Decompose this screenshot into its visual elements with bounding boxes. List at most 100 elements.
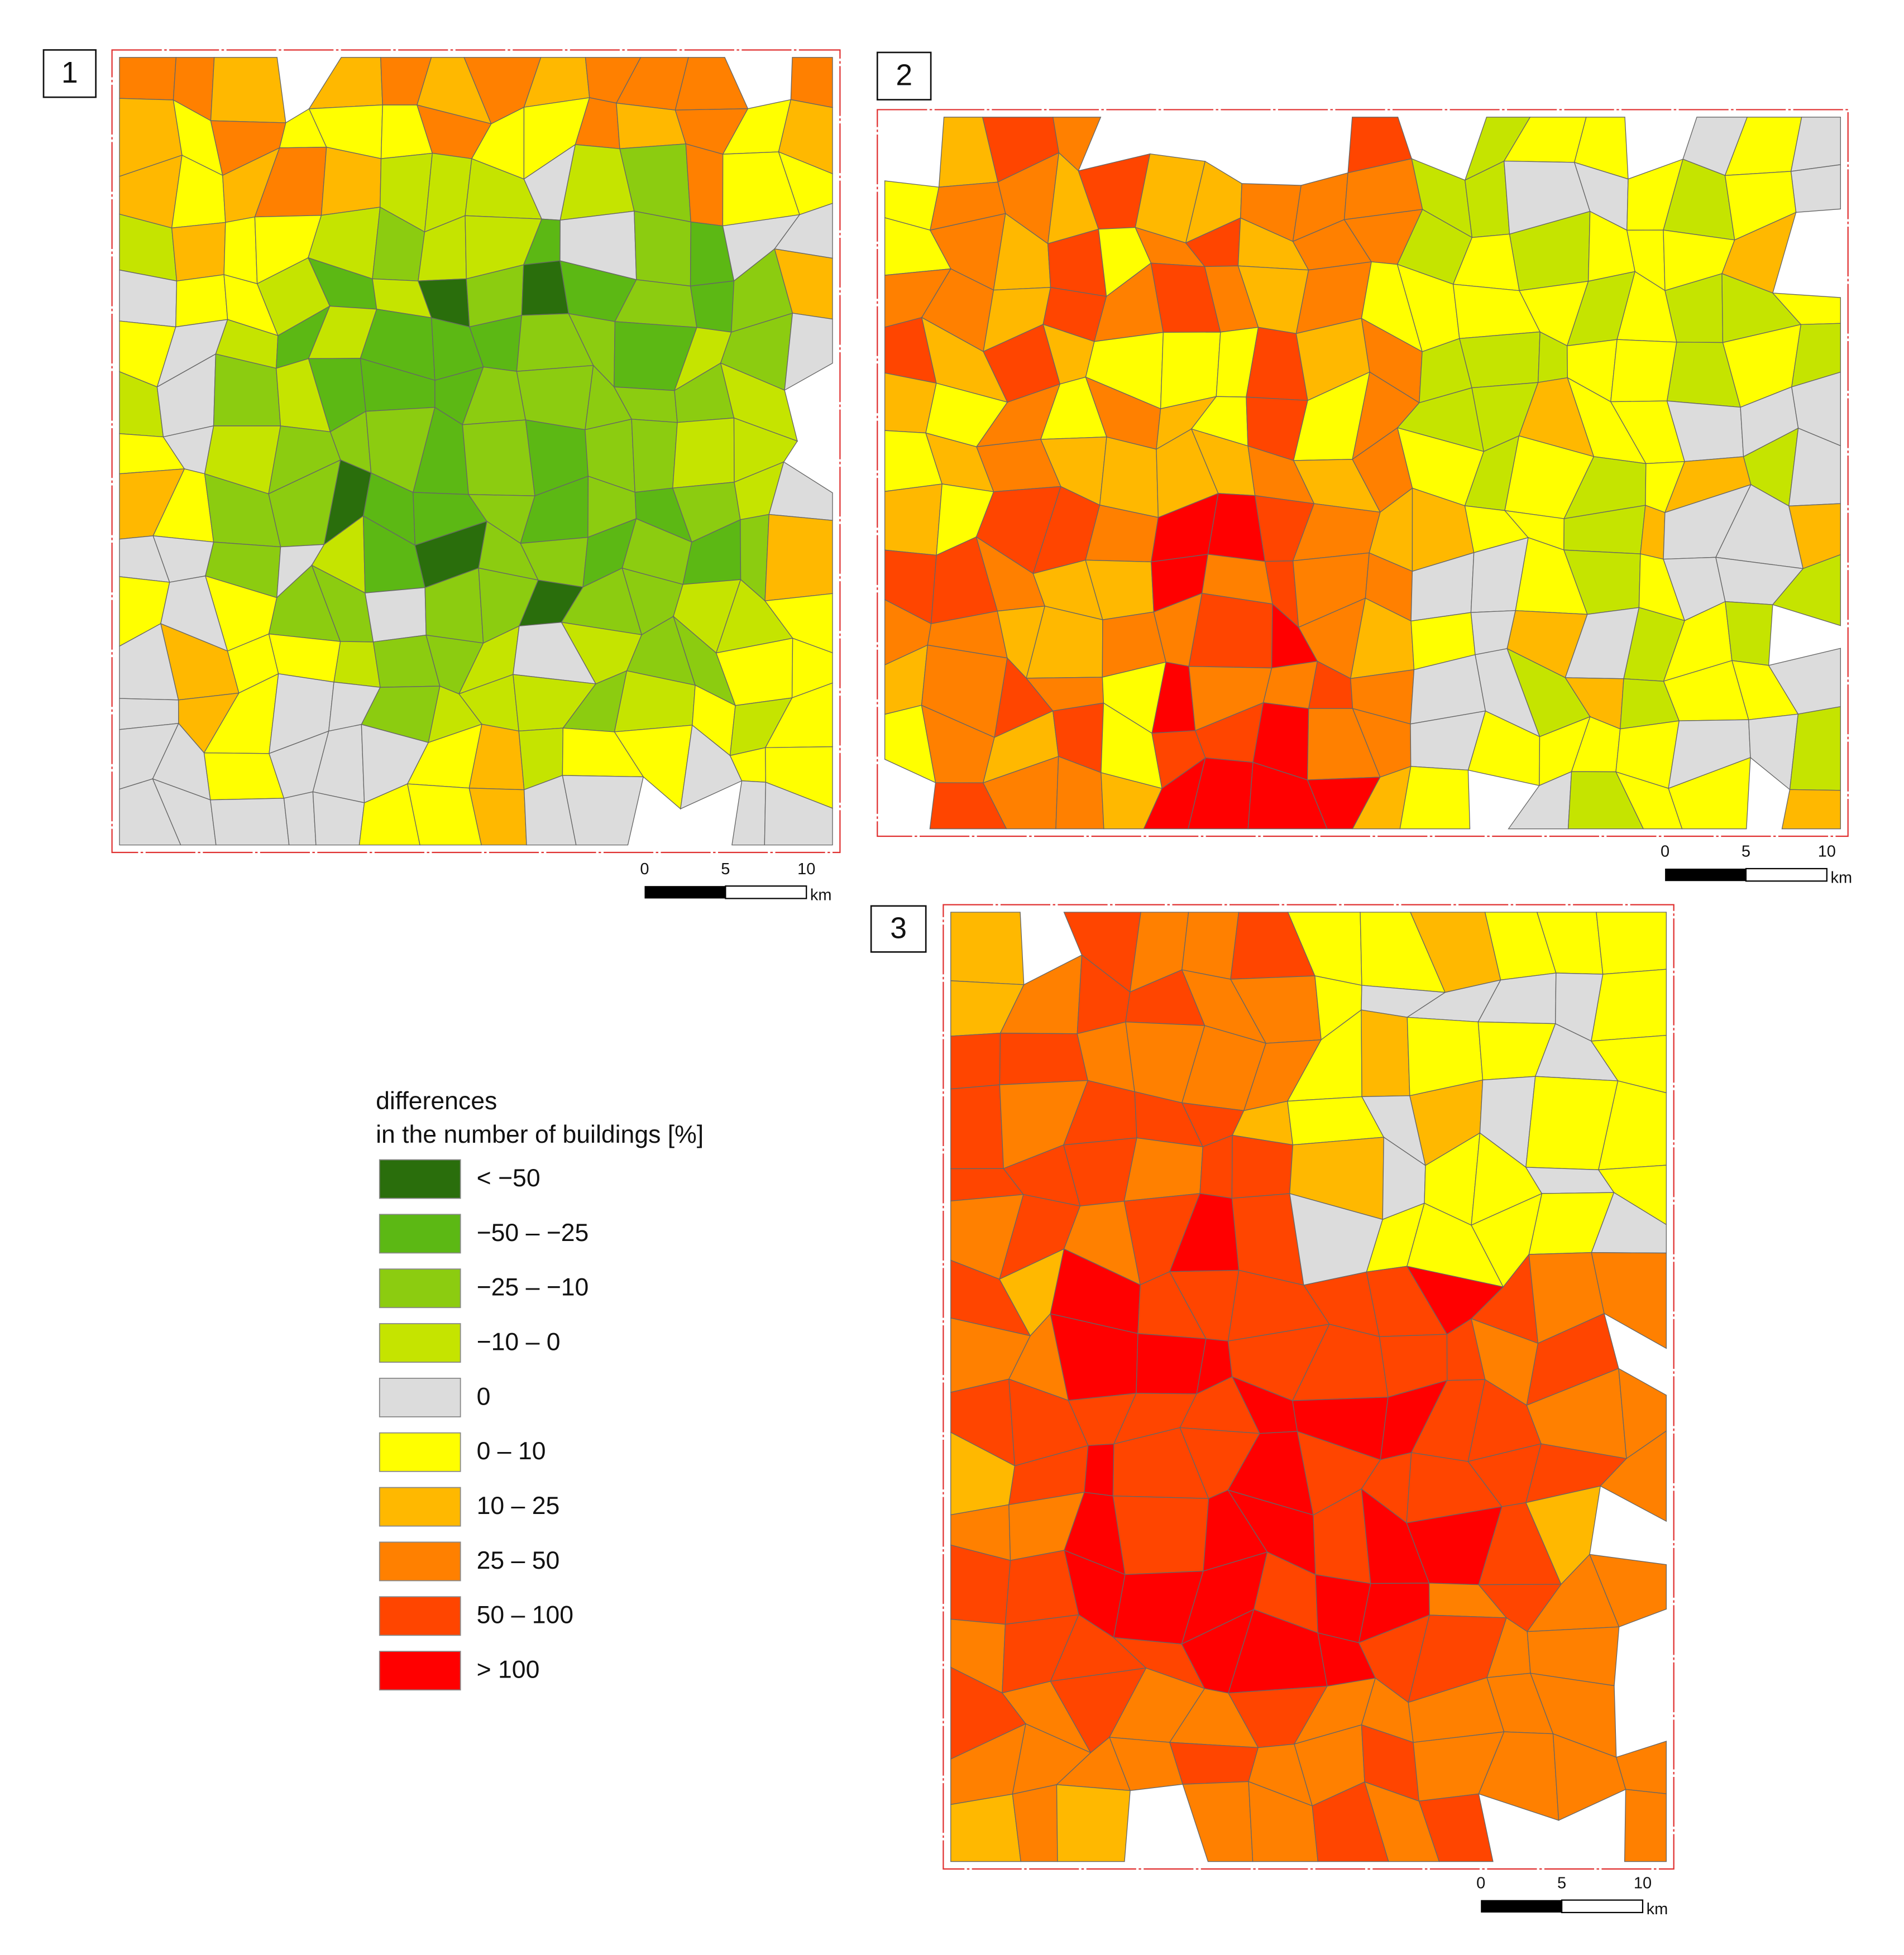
scale-tick-label: 0 bbox=[1661, 843, 1669, 861]
region bbox=[283, 791, 317, 846]
region bbox=[1596, 912, 1667, 975]
region bbox=[685, 143, 724, 227]
region bbox=[790, 57, 833, 108]
legend-swatch bbox=[379, 1596, 461, 1636]
region bbox=[320, 146, 382, 216]
region bbox=[308, 57, 383, 109]
legend-label: 25 – 50 bbox=[477, 1547, 560, 1574]
region bbox=[1418, 1793, 1494, 1862]
legend-swatch bbox=[379, 1487, 461, 1527]
region bbox=[631, 419, 678, 493]
legend-label: 0 bbox=[477, 1383, 491, 1410]
region bbox=[1668, 757, 1751, 830]
scale-bar-white bbox=[1745, 868, 1828, 882]
region bbox=[1725, 601, 1773, 666]
region bbox=[950, 1084, 1004, 1170]
panel-label-box bbox=[870, 905, 927, 953]
region bbox=[1182, 1781, 1254, 1862]
legend-label: 0 – 10 bbox=[477, 1438, 546, 1465]
map-panel: 2 0 5 10 km bbox=[876, 51, 1853, 887]
region bbox=[1231, 1134, 1294, 1199]
legend-swatch bbox=[379, 1159, 461, 1199]
legend-swatch bbox=[379, 1323, 461, 1363]
legend-swatch bbox=[379, 1541, 461, 1582]
scale-tick-label: 10 bbox=[797, 860, 815, 878]
scale-unit: km bbox=[1831, 869, 1853, 887]
region bbox=[210, 57, 286, 123]
region bbox=[1789, 706, 1841, 791]
region bbox=[562, 775, 644, 846]
region bbox=[171, 222, 226, 282]
region bbox=[210, 798, 290, 846]
region bbox=[1399, 766, 1471, 830]
map-panel: 3 0 5 10 km bbox=[870, 904, 1675, 1918]
region bbox=[764, 514, 833, 602]
region bbox=[1600, 1430, 1667, 1522]
region bbox=[1790, 164, 1841, 213]
region bbox=[223, 216, 258, 285]
region bbox=[1012, 1784, 1058, 1862]
region bbox=[1589, 1554, 1667, 1628]
region bbox=[1123, 1137, 1203, 1202]
legend-swatch bbox=[379, 1214, 461, 1254]
scale-tick-label: 0 bbox=[1476, 1874, 1485, 1892]
region bbox=[1459, 331, 1541, 389]
region bbox=[1781, 789, 1841, 830]
region bbox=[1591, 969, 1667, 1042]
region bbox=[119, 57, 177, 100]
legend-label: 10 – 25 bbox=[477, 1492, 560, 1520]
scale-bar-white bbox=[725, 885, 807, 899]
region bbox=[1112, 1495, 1209, 1575]
panel-label-box bbox=[876, 51, 932, 100]
scale-tick-label: 5 bbox=[1742, 843, 1750, 861]
legend-label: 50 – 100 bbox=[477, 1602, 573, 1629]
region bbox=[365, 587, 427, 643]
legend-title: in the number of buildings [%] bbox=[376, 1121, 704, 1148]
region bbox=[674, 57, 749, 111]
region bbox=[462, 419, 535, 496]
legend-label: < −50 bbox=[477, 1165, 540, 1192]
scale-tick-label: 5 bbox=[721, 860, 730, 878]
region bbox=[999, 1032, 1089, 1085]
scale-bar-black bbox=[1665, 868, 1746, 881]
scale-tick-label: 0 bbox=[640, 860, 649, 878]
region bbox=[1610, 339, 1677, 402]
region bbox=[634, 210, 691, 287]
scale-tick-label: 5 bbox=[1557, 1874, 1566, 1892]
region bbox=[1169, 1742, 1259, 1785]
map-frame bbox=[943, 904, 1675, 1870]
scale-bar-black bbox=[644, 886, 726, 899]
legend-label: > 100 bbox=[477, 1656, 540, 1684]
panel-label: 1 bbox=[61, 56, 78, 89]
legend-title: differences bbox=[376, 1087, 497, 1115]
legend: differences in the number of buildings [%… bbox=[376, 1087, 704, 1691]
panel-label: 2 bbox=[896, 59, 912, 92]
map-frame bbox=[877, 109, 1849, 837]
region bbox=[950, 912, 1025, 985]
region bbox=[950, 1032, 1001, 1090]
region bbox=[884, 483, 943, 556]
region bbox=[784, 313, 833, 391]
region bbox=[1262, 660, 1318, 709]
panel-label-box bbox=[42, 49, 97, 98]
legend-label: −50 – −25 bbox=[477, 1219, 589, 1247]
region bbox=[175, 274, 228, 328]
scale-bar-black bbox=[1481, 1900, 1562, 1913]
region bbox=[1772, 554, 1841, 626]
panel-label: 3 bbox=[890, 912, 907, 945]
region bbox=[1624, 1789, 1667, 1862]
region bbox=[1188, 592, 1273, 669]
legend-label: −25 – −10 bbox=[477, 1274, 589, 1301]
region bbox=[672, 417, 735, 489]
scale-tick-label: 10 bbox=[1634, 1874, 1652, 1892]
scale-unit: km bbox=[810, 887, 832, 904]
legend-swatch bbox=[379, 1377, 461, 1417]
region bbox=[1361, 1009, 1410, 1098]
legend-swatch bbox=[379, 1651, 461, 1691]
region bbox=[333, 641, 381, 688]
legend-swatch bbox=[379, 1432, 461, 1472]
scale-tick-label: 10 bbox=[1818, 843, 1836, 861]
region bbox=[690, 280, 735, 333]
